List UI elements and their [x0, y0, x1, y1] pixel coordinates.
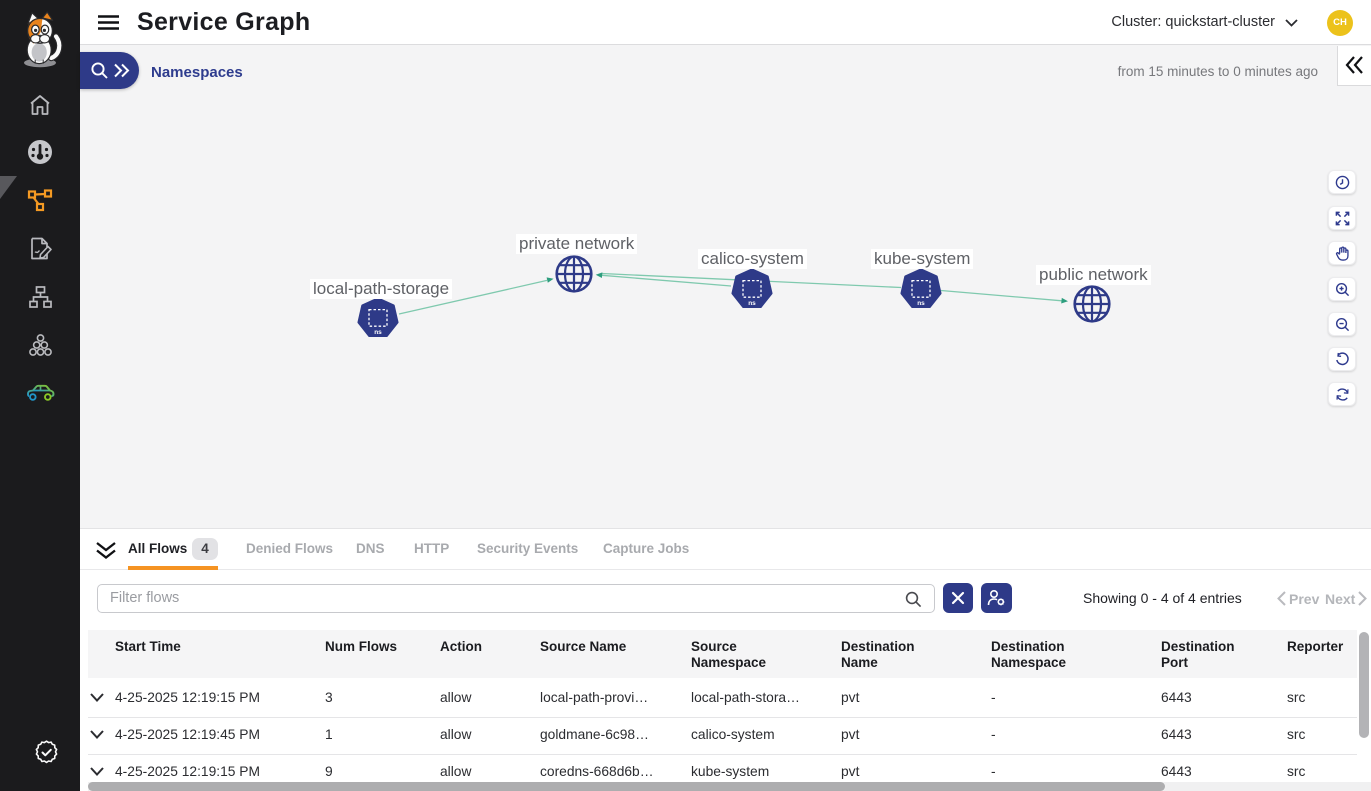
svg-text:ns: ns: [748, 300, 756, 307]
svg-text:ns: ns: [374, 329, 382, 336]
svg-text:ns: ns: [917, 300, 925, 307]
